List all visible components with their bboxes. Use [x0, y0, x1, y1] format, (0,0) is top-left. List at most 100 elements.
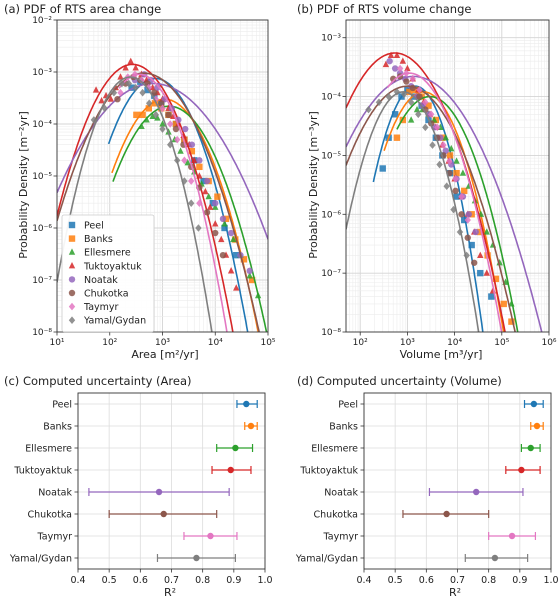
category-label-noatak: Noatak	[38, 488, 72, 499]
fit-curve-taymyr	[386, 72, 503, 332]
data-point-taymyr	[396, 64, 404, 73]
series-yamal-gydan	[57, 76, 213, 332]
legend-label-banks: Banks	[84, 234, 113, 245]
data-point-taymyr	[117, 88, 124, 97]
errorbar-noatak	[428, 488, 524, 496]
data-point-ellesmere	[149, 112, 156, 120]
data-point-noatak	[188, 141, 196, 148]
data-point-taymyr	[464, 216, 471, 224]
errorbar-peel	[236, 400, 258, 408]
data-point-tuktoyaktuk	[227, 267, 235, 274]
r2-point-banks	[247, 422, 255, 430]
errorbar-peel	[523, 400, 544, 408]
panel-d-plot-area: 0.4 0.5 0.6 0.7 0.8 0.9 1.0 Peel Banks Ellesmere T…	[295, 392, 558, 586]
data-point-chukotka	[403, 78, 410, 85]
fit-curve-ellesmere	[396, 95, 519, 332]
data-point-banks	[461, 187, 468, 195]
y-tick-label: 10⁻⁵	[32, 172, 52, 182]
data-point-tuktoyaktuk	[191, 156, 198, 163]
category-label-banks: Banks	[43, 422, 72, 433]
x-tick-label: 0.5	[388, 575, 403, 586]
data-point-ellesmere	[184, 158, 191, 166]
panel-b: (b) PDF of RTS volume change 10² 10³ 10⁴ 10…	[297, 2, 557, 361]
data-point-noatak	[203, 177, 211, 185]
r2-point-taymyr	[207, 532, 214, 540]
data-point-ellesmere	[154, 114, 161, 121]
data-point-yamal-gydan	[375, 98, 383, 107]
data-point-chukotka	[219, 251, 227, 259]
y-tick-label: 10⁻⁶	[32, 224, 52, 234]
x-tick-label: 10⁶	[541, 338, 556, 348]
x-tick-label: 0.5	[102, 575, 117, 586]
data-point-peel	[379, 165, 386, 172]
series-layer	[57, 57, 268, 332]
data-point-chukotka	[212, 229, 219, 237]
panel-a-title: (a) PDF of RTS area change	[4, 2, 161, 16]
data-point-banks	[453, 169, 460, 177]
data-point-chukotka	[409, 84, 416, 92]
x-tick-label: 10²	[102, 338, 117, 348]
legend: Peel Banks Ellesmere Tuktoyaktuk Noatak Chuko…	[61, 214, 155, 333]
data-point-peel	[233, 251, 240, 259]
data-point-yamal-gydan	[139, 88, 146, 97]
data-point-yamal-gydan	[187, 199, 195, 207]
legend-marker-tuktoyaktuk	[68, 262, 76, 269]
data-point-banks	[172, 120, 180, 128]
category-label-taymyr: Taymyr	[37, 532, 73, 543]
data-point-peel	[200, 177, 207, 185]
legend-label-chukotka: Chukotka	[84, 289, 129, 300]
data-point-tuktoyaktuk	[98, 96, 105, 104]
r2-point-banks	[533, 422, 541, 430]
data-point-yamal-gydan	[429, 141, 436, 149]
legend-marker-peel	[68, 221, 76, 229]
r2-point-yamal-gydan	[193, 554, 200, 562]
panel-b-ylabel: Probability Density [m⁻³yr]	[307, 111, 320, 259]
data-point-taymyr	[422, 98, 429, 107]
data-point-yamal-gydan	[365, 105, 372, 114]
data-point-peel	[398, 93, 405, 100]
panel-a-ylabel: Probability Density [m⁻²yr]	[17, 111, 30, 259]
data-point-yamal-gydan	[463, 251, 470, 260]
series-noatak	[57, 71, 268, 275]
legend-marker-ellesmere	[68, 248, 76, 255]
data-point-peel	[144, 86, 151, 94]
data-point-yamal-gydan	[443, 182, 450, 191]
data-point-ellesmere	[177, 147, 184, 154]
data-point-ellesmere	[483, 228, 490, 235]
data-point-ellesmere	[230, 235, 237, 243]
series-taymyr	[117, 70, 228, 332]
r2-point-peel	[243, 400, 250, 408]
panel-b-plot-area: 10² 10³ 10⁴ 10⁵ 10⁶ 10⁻⁸ 10⁻⁷ 10⁻⁶ 10⁻⁵ 10⁻⁴ 10⁻³	[321, 19, 557, 348]
x-tick-label: 0.7	[164, 575, 179, 586]
data-point-chukotka	[458, 211, 465, 218]
panel-a-xlabel: Area [m²/yr]	[131, 348, 198, 361]
data-point-banks	[492, 275, 500, 283]
y-tick-label: 10⁻³	[321, 34, 341, 44]
y-tick-label: 10⁻⁵	[321, 151, 341, 161]
data-point-taymyr	[428, 110, 435, 119]
data-point-tuktoyaktuk	[387, 51, 395, 59]
data-point-yamal-gydan	[174, 156, 181, 165]
fit-curve-taymyr	[118, 73, 228, 332]
data-point-peel	[461, 216, 468, 224]
data-point-tuktoyaktuk	[233, 284, 240, 291]
legend-box	[61, 214, 155, 333]
data-point-banks	[508, 318, 515, 325]
data-point-taymyr	[452, 175, 459, 183]
data-point-peel	[488, 293, 495, 300]
legend-marker-noatak	[68, 276, 76, 283]
data-point-yamal-gydan	[436, 160, 443, 169]
panel-c: (c) Computed uncertainty (Area) 0.4 0.5 0.…	[4, 374, 273, 599]
r2-point-noatak	[473, 488, 480, 496]
legend-marker-yamal-gydan	[68, 316, 76, 324]
x-tick-label: 0.9	[226, 575, 241, 586]
data-point-banks	[446, 152, 454, 159]
errorbar-banks	[244, 422, 258, 430]
y-tick-label: 10⁻⁶	[321, 210, 341, 220]
legend-label-noatak: Noatak	[84, 275, 118, 286]
data-point-ellesmere	[221, 220, 228, 227]
errorbar-noatak	[88, 488, 230, 496]
x-tick-label: 0.8	[481, 575, 496, 586]
panel-d-xlabel: R²	[449, 586, 461, 599]
data-point-yamal-gydan	[450, 205, 457, 214]
